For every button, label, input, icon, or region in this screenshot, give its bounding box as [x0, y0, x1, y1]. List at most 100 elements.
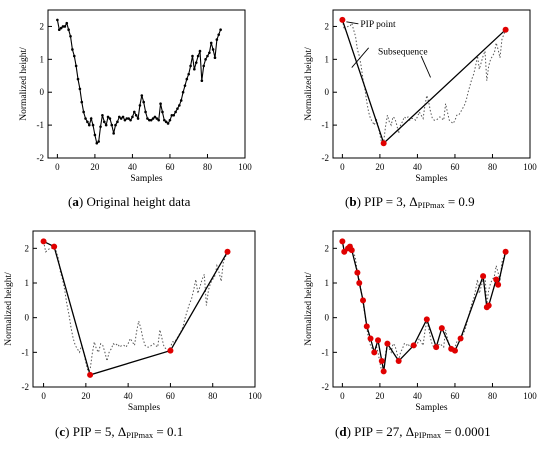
data-point: [108, 117, 112, 120]
data-point: [144, 110, 147, 114]
caption-letter: b: [349, 194, 356, 209]
data-point: [179, 99, 183, 102]
data-point: [67, 28, 70, 32]
pip-point: [423, 316, 430, 323]
data-point: [71, 48, 74, 51]
data-point: [159, 102, 162, 106]
data-point: [129, 118, 132, 122]
data-point: [211, 48, 215, 51]
data-point: [119, 117, 123, 120]
data-point: [87, 123, 91, 127]
data-point: [151, 117, 155, 120]
caption-subscript: PIPmax: [126, 430, 154, 440]
x-tick-label: 80: [488, 162, 498, 172]
data-point: [57, 28, 61, 32]
caption-letter: d: [339, 424, 347, 439]
y-tick-label: 0: [325, 87, 330, 97]
data-point: [117, 115, 121, 119]
x-tick-label: 20: [81, 391, 91, 401]
x-tick-label: 60: [166, 391, 176, 401]
x-tick-label: 20: [375, 391, 385, 401]
data-point: [168, 118, 172, 122]
data-point: [166, 122, 170, 125]
y-tick-label: -1: [22, 347, 30, 357]
pip-point: [371, 349, 378, 356]
pip-point: [502, 248, 509, 255]
y-tick-label: 2: [40, 21, 45, 31]
caption-open: (: [68, 194, 72, 209]
panel-caption: (a) Original height data: [68, 194, 191, 209]
data-point: [86, 120, 89, 124]
caption-close: ): [79, 194, 87, 209]
caption-text: PIP = 5, Δ: [73, 424, 127, 439]
data-point: [193, 67, 196, 71]
caption-letter: a: [72, 194, 79, 209]
data-point: [194, 61, 198, 64]
annotation-arrow: [346, 21, 359, 25]
series-line: [56, 19, 222, 145]
annotation-arrow: [420, 55, 431, 78]
data-point: [181, 90, 185, 94]
data-point: [125, 117, 129, 120]
data-point: [65, 21, 69, 25]
pip-point: [438, 325, 445, 332]
data-point: [202, 64, 206, 68]
caption-text: PIP = 3, Δ: [364, 194, 418, 209]
y-tick-label: 1: [325, 278, 330, 288]
pip-subsequence-line: [341, 241, 507, 372]
data-point: [99, 125, 102, 129]
original-series-dotted-line: [341, 19, 507, 145]
pip-point: [51, 243, 58, 250]
y-tick-label: 2: [325, 21, 330, 31]
y-axis-label: Normalized height/: [304, 272, 314, 346]
pip-point: [167, 347, 174, 354]
data-point: [121, 115, 125, 119]
data-point: [198, 49, 202, 53]
caption-close: ): [357, 194, 365, 209]
pip-point: [354, 269, 361, 276]
data-point: [170, 113, 174, 117]
x-tick-label: 20: [375, 162, 385, 172]
data-point: [157, 118, 160, 122]
x-tick-label: 0: [340, 391, 345, 401]
data-point: [63, 25, 67, 28]
caption-open: (: [55, 424, 59, 439]
data-point: [208, 51, 211, 55]
annotation-arrow: [351, 47, 369, 68]
data-point: [191, 54, 194, 58]
data-point: [112, 132, 115, 135]
pip-point: [410, 342, 417, 349]
data-point: [95, 141, 99, 145]
x-tick-label: 100: [523, 162, 537, 172]
x-axis-label: Samples: [130, 174, 162, 184]
data-point: [172, 113, 176, 117]
data-point: [163, 118, 166, 122]
caption-value: = 0.9: [445, 194, 475, 209]
data-point: [74, 64, 78, 68]
data-point: [138, 104, 142, 107]
x-tick-label: 60: [450, 162, 460, 172]
y-tick-label: 1: [25, 278, 30, 288]
y-tick-label: 0: [40, 87, 45, 97]
data-point: [114, 123, 117, 127]
pip-subsequence-line: [43, 240, 229, 376]
data-point: [149, 118, 153, 122]
data-point: [133, 110, 136, 114]
data-point: [93, 133, 97, 137]
pip-point: [339, 238, 346, 245]
data-point: [183, 84, 187, 87]
annotation-pip-point: PIP point: [360, 20, 396, 30]
data-point: [189, 64, 192, 68]
data-point: [153, 115, 157, 119]
chart-panel-a: 0 20 40 60 80 100 -2 -1 0 1 2 Samples Normalized hei…: [19, 9, 252, 209]
caption-letter: c: [59, 424, 65, 439]
y-tick-label: -1: [322, 347, 330, 357]
pip-point: [457, 335, 464, 342]
pip-point: [339, 16, 346, 23]
caption-subscript: PIPmax: [418, 200, 446, 210]
pip-point: [395, 358, 402, 364]
data-point: [176, 107, 179, 110]
data-point: [116, 120, 119, 124]
pip-point: [384, 340, 391, 347]
